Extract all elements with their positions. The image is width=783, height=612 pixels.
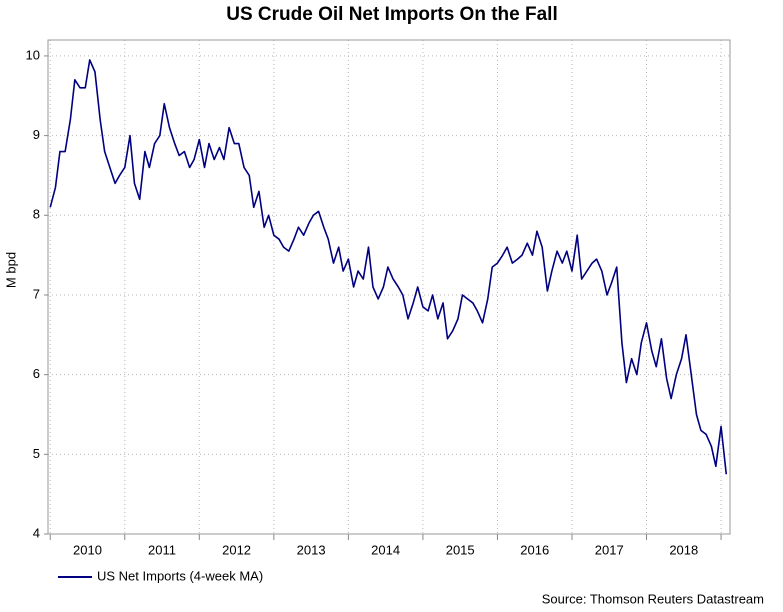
x-tick-label: 2015	[446, 542, 475, 557]
x-tick-label: 2014	[371, 542, 400, 557]
line-series	[49, 59, 728, 475]
y-tick-label: 9	[33, 127, 40, 142]
x-tick-label: 2013	[297, 542, 326, 557]
x-tick-label: 2012	[222, 542, 251, 557]
y-axis-label: M bpd	[3, 252, 18, 288]
y-tick-label: 6	[33, 366, 40, 381]
x-tick-label: 2018	[669, 542, 698, 557]
source-note: Source: Thomson Reuters Datastream	[542, 591, 764, 606]
plot-frame	[47, 39, 731, 535]
y-tick-label: 7	[33, 286, 40, 301]
legend-label: US Net Imports (4-week MA)	[97, 568, 263, 583]
x-tick-label: 2011	[148, 542, 176, 557]
x-tick-label: 2016	[520, 542, 549, 557]
x-tick-label: 2017	[595, 542, 624, 557]
y-tick-label: 10	[26, 47, 40, 62]
y-tick-label: 8	[33, 207, 40, 222]
chart-title: US Crude Oil Net Imports On the Fall	[226, 4, 557, 25]
y-tick-label: 4	[33, 525, 40, 540]
y-tick-label: 5	[33, 446, 40, 461]
x-tick-label: 2010	[73, 542, 102, 557]
